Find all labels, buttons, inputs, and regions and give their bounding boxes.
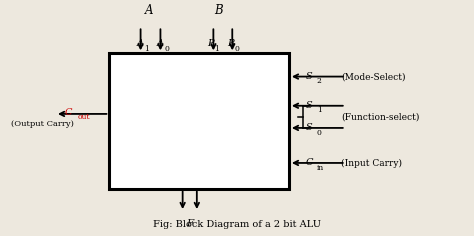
Text: C: C: [306, 158, 313, 168]
Text: in: in: [317, 164, 324, 172]
Text: A: A: [157, 39, 164, 48]
Text: S: S: [306, 123, 312, 132]
Text: 1: 1: [317, 106, 322, 114]
Text: C: C: [64, 108, 72, 117]
Text: F: F: [186, 219, 193, 228]
Text: S: S: [306, 101, 312, 110]
Text: B: B: [214, 4, 222, 17]
Text: 1: 1: [144, 46, 149, 54]
Text: 2: 2: [317, 77, 322, 85]
Bar: [109, 53, 289, 189]
Text: A: A: [146, 4, 154, 17]
Text: (Mode-Select): (Mode-Select): [341, 72, 405, 81]
Text: B: B: [207, 39, 214, 48]
Text: 0: 0: [317, 129, 322, 137]
Text: S: S: [306, 72, 312, 81]
Text: 0: 0: [234, 46, 239, 54]
Text: (Input Carry): (Input Carry): [341, 158, 402, 168]
Text: B: B: [227, 39, 234, 48]
Text: (Function-select): (Function-select): [341, 112, 419, 121]
Text: 0: 0: [164, 46, 169, 54]
Text: 1: 1: [214, 46, 219, 54]
Text: out: out: [78, 113, 90, 121]
Text: (Output Carry): (Output Carry): [11, 120, 74, 128]
Text: Fig: Block Diagram of a 2 bit ALU: Fig: Block Diagram of a 2 bit ALU: [153, 220, 321, 229]
Text: A: A: [137, 39, 144, 48]
